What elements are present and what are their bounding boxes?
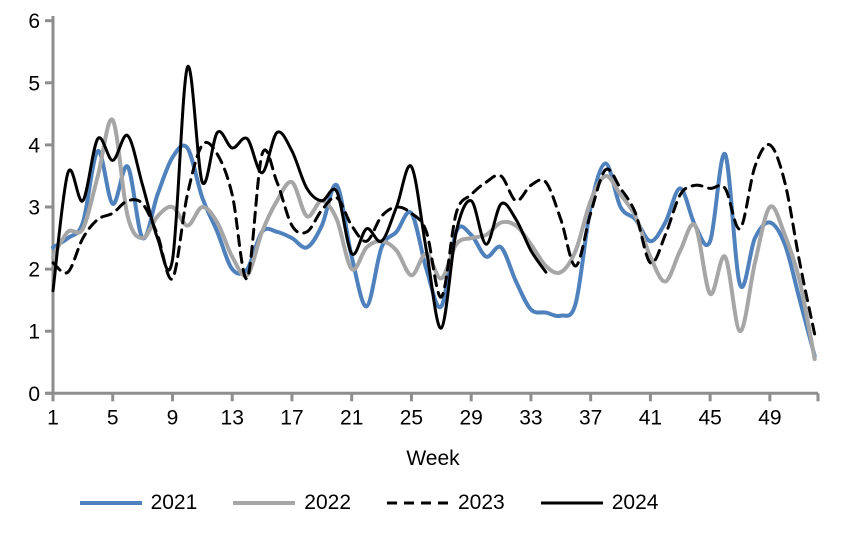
x-tick-label: 13 xyxy=(221,406,244,429)
legend-key-2024-line xyxy=(540,501,603,505)
legend-key-2022-line xyxy=(233,501,296,505)
legend-label: 2024 xyxy=(611,491,659,514)
x-tick-label: 29 xyxy=(460,406,483,429)
x-tick-label: 41 xyxy=(639,406,662,429)
legend-label: 2022 xyxy=(304,491,351,514)
y-tick-label: 2 xyxy=(28,259,40,282)
x-tick-label: 33 xyxy=(519,406,542,429)
x-tick-label: 49 xyxy=(758,406,781,429)
x-tick-label: 9 xyxy=(167,406,179,429)
x-tick-label: 37 xyxy=(579,406,602,429)
y-tick-label: 6 xyxy=(28,10,40,33)
y-tick-label: 1 xyxy=(28,321,40,344)
legend: 2021 2022 2023 2024 xyxy=(0,490,794,516)
series-line-2022 xyxy=(51,117,817,362)
legend-item-2023: 2023 xyxy=(385,490,505,516)
x-tick-label: 1 xyxy=(47,406,59,429)
y-tick-label: 4 xyxy=(28,134,40,157)
y-tick-label: 0 xyxy=(28,383,40,406)
x-axis-title: Week xyxy=(406,447,460,470)
legend-item-2024: 2024 xyxy=(539,490,659,516)
x-tick-label: 5 xyxy=(107,406,119,429)
legend-item-2021: 2021 xyxy=(78,490,198,516)
series-line-2024 xyxy=(51,65,548,330)
x-tick-label: 21 xyxy=(340,406,363,429)
legend-item-2022: 2022 xyxy=(231,490,351,516)
y-tick-label: 5 xyxy=(28,72,40,95)
x-tick-label: 45 xyxy=(698,406,721,429)
x-tick-label: 17 xyxy=(280,406,303,429)
legend-label: 2023 xyxy=(458,491,505,514)
y-tick-label: 3 xyxy=(28,197,40,220)
legend-key-2021-line xyxy=(79,501,142,505)
legend-key-2023-line xyxy=(387,501,449,505)
x-tick-label: 25 xyxy=(400,406,423,429)
series-line-2023 xyxy=(51,140,817,336)
legend-label: 2021 xyxy=(150,491,198,514)
